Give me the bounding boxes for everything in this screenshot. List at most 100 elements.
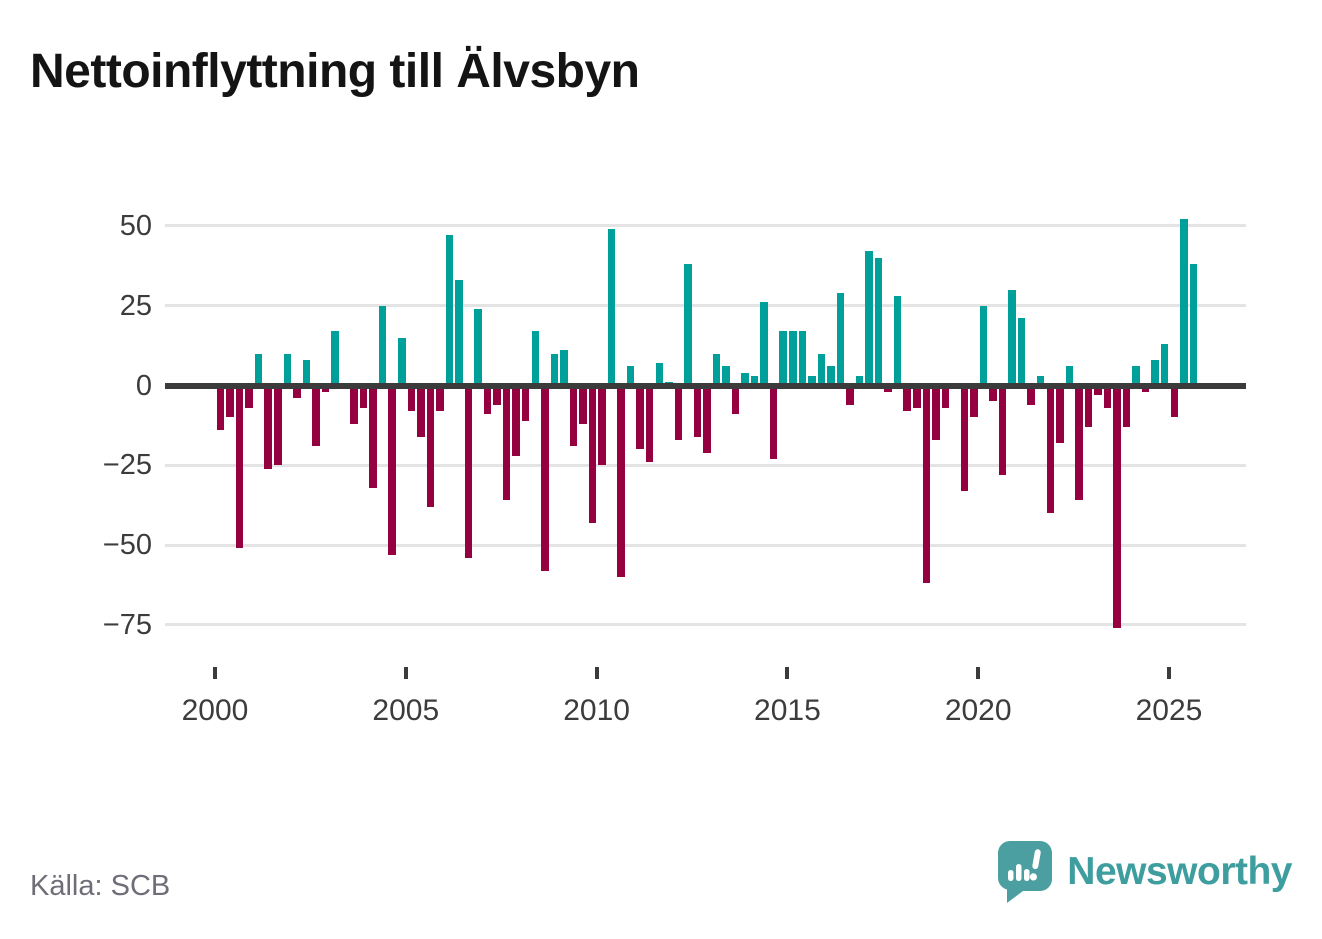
bar: [569, 385, 578, 447]
bar: [455, 280, 463, 386]
bar: [798, 331, 807, 386]
bar: [388, 385, 396, 555]
bar: [655, 363, 663, 386]
y-tick-label: 25: [119, 289, 152, 322]
bar: [855, 375, 864, 386]
bar: [817, 353, 826, 386]
bar: [1122, 385, 1131, 427]
bar: [1056, 385, 1064, 443]
bar: [674, 385, 683, 440]
bar: [1160, 343, 1169, 386]
bar: [254, 353, 263, 386]
bar: [216, 385, 225, 431]
x-tick: [594, 667, 599, 679]
bar: [712, 353, 721, 386]
bar: [779, 331, 787, 386]
gridline: [165, 543, 1246, 547]
bar: [1103, 385, 1112, 408]
bar: [998, 385, 1007, 475]
bar: [502, 385, 511, 501]
bar: [1027, 385, 1035, 405]
y-tick-label: −75: [102, 608, 152, 641]
gridline: [165, 224, 1246, 228]
x-tick-label: 2010: [563, 694, 630, 727]
bar: [378, 305, 387, 386]
bar: [865, 251, 873, 386]
bar: [588, 385, 597, 523]
x-tick: [1167, 667, 1171, 679]
bar: [750, 375, 759, 386]
bar: [331, 331, 339, 386]
x-tick-label: 2025: [1135, 694, 1203, 727]
bar: [426, 385, 435, 507]
x-tick-label: 2020: [944, 694, 1012, 727]
bar: [626, 366, 635, 386]
bar: [836, 292, 845, 386]
bar: [722, 366, 730, 386]
bar: [1170, 385, 1178, 418]
bar: [1141, 385, 1150, 392]
bar: [398, 337, 406, 386]
newsworthy-logo: Newsworthy: [997, 840, 1292, 904]
y-tick-label: −25: [102, 449, 152, 482]
bar: [693, 385, 702, 437]
bar: [1036, 375, 1045, 386]
bar: [874, 257, 883, 386]
page-title: Nettoinflyttning till Älvsbyn: [30, 45, 640, 98]
bar: [1046, 385, 1055, 514]
bar: [512, 385, 520, 456]
bar: [1084, 385, 1093, 427]
bar: [617, 385, 625, 578]
bar: [321, 385, 330, 392]
bar: [235, 385, 244, 549]
gridline: [165, 304, 1246, 308]
bar: [979, 305, 988, 386]
bar: [1189, 264, 1198, 386]
bar: [531, 331, 540, 386]
bar: [941, 385, 950, 408]
gridline: [165, 623, 1246, 627]
bar: [989, 385, 997, 402]
bar: [703, 385, 711, 453]
bar: [760, 302, 768, 386]
zero-line: [165, 382, 1246, 389]
x-tick-label: 2015: [754, 694, 821, 727]
bar: [932, 385, 940, 440]
x-tick: [403, 667, 408, 679]
bar: [474, 308, 482, 386]
bar: [769, 385, 778, 459]
newsworthy-wordmark: Newsworthy: [1067, 850, 1292, 893]
bar: [245, 385, 253, 408]
source-note: Källa: SCB: [30, 870, 171, 902]
bar: [541, 385, 549, 571]
bar: [293, 385, 301, 399]
bar: [731, 385, 740, 415]
newsworthy-bubble-icon: [998, 841, 1053, 903]
x-tick: [213, 667, 217, 679]
bar: [884, 385, 892, 392]
bar: [846, 385, 854, 405]
gridline: [165, 463, 1246, 467]
y-tick-label: −50: [102, 529, 152, 562]
bar: [808, 375, 816, 386]
bar: [350, 385, 358, 424]
bar: [264, 385, 272, 469]
bar: [579, 385, 587, 424]
bar: [922, 385, 931, 584]
bar: [226, 385, 234, 418]
y-tick-label: 0: [135, 369, 152, 402]
bar: [789, 331, 797, 386]
bar: [903, 385, 911, 412]
bar: [1075, 385, 1083, 501]
bar: [312, 385, 320, 447]
exclamation-glyph: [1030, 849, 1042, 881]
bar: [741, 372, 749, 386]
bar: [407, 385, 416, 412]
bar: [1113, 385, 1121, 629]
bar: [369, 385, 377, 488]
bar: [464, 385, 473, 558]
bar: [1180, 219, 1188, 386]
bar-glyph-2: [1016, 864, 1022, 881]
bar: [1151, 359, 1159, 386]
